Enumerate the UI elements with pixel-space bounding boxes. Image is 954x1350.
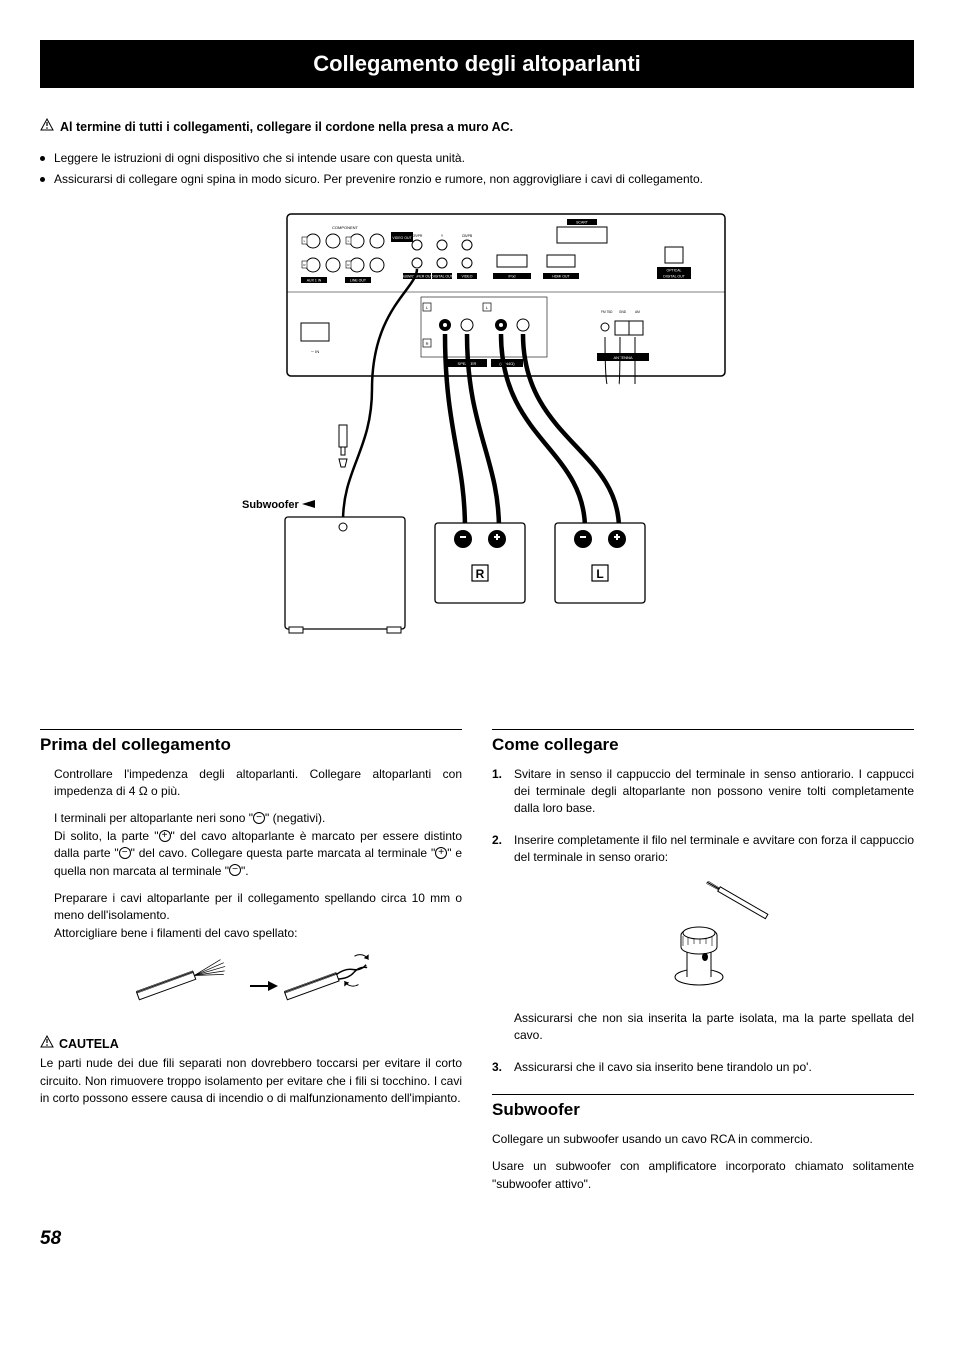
subwoofer-p1: Collegare un subwoofer usando un cavo RC… — [492, 1131, 914, 1148]
wire-strip-illustration — [54, 954, 462, 1019]
svg-text:VIDEO OUT: VIDEO OUT — [392, 236, 412, 240]
step-item: 2. Inserire completamente il filo nel te… — [492, 832, 914, 1045]
svg-text:R: R — [426, 341, 429, 346]
svg-text:COMPONENT: COMPONENT — [332, 225, 359, 230]
step-item: 1. Svitare in senso il cappuccio del ter… — [492, 766, 914, 818]
svg-text:FM 75Ω: FM 75Ω — [601, 310, 613, 314]
svg-text:DIGITAL OUT: DIGITAL OUT — [431, 274, 453, 278]
minus-icon: − — [229, 864, 241, 876]
prima-p1: Controllare l'impedenza degli altoparlan… — [54, 766, 462, 801]
page-number: 58 — [40, 1225, 914, 1253]
intro-warning-line: Al termine di tutti i collegamenti, coll… — [40, 118, 914, 136]
prima-p4: Preparare i cavi altoparlante per il col… — [54, 890, 462, 942]
svg-text:OPTICAL: OPTICAL — [667, 268, 682, 272]
svg-text:SCART: SCART — [576, 220, 589, 224]
svg-text:ANTENNA: ANTENNA — [613, 355, 632, 360]
svg-text:Subwoofer: Subwoofer — [242, 499, 300, 511]
warning-icon — [40, 1035, 54, 1053]
svg-text:HDMI OUT: HDMI OUT — [552, 274, 570, 278]
svg-text:SUBWOOFER OUT: SUBWOOFER OUT — [401, 274, 433, 278]
intro-bullet: Assicurarsi di collegare ogni spina in m… — [40, 171, 914, 188]
cautela-body: Le parti nude dei due fili separati non … — [40, 1055, 462, 1107]
plus-icon: + — [435, 847, 447, 859]
left-column: Prima del collegamento Controllare l'imp… — [40, 729, 462, 1203]
svg-text:DIGITAL OUT: DIGITAL OUT — [663, 274, 685, 278]
step-number: 3. — [492, 1059, 502, 1076]
page-title-text: Collegamento degli altoparlanti — [313, 51, 641, 76]
warning-icon — [40, 118, 54, 136]
connection-diagram: COMPONENT L L R R VIDEO OUT AUX 1 IN LIN… — [40, 209, 914, 694]
steps-list: 1. Svitare in senso il cappuccio del ter… — [492, 766, 914, 1077]
subwoofer-p2: Usare un subwoofer con amplificatore inc… — [492, 1158, 914, 1193]
svg-text:L: L — [596, 567, 603, 581]
terminal-illustration — [514, 881, 914, 996]
step-number: 1. — [492, 766, 502, 783]
svg-text:iPod: iPod — [508, 274, 515, 278]
svg-text:AUX 1 IN: AUX 1 IN — [307, 278, 322, 282]
heading-come: Come collegare — [492, 729, 914, 758]
svg-text:AM: AM — [635, 310, 640, 314]
svg-text:GND: GND — [619, 310, 627, 314]
heading-subwoofer: Subwoofer — [492, 1094, 914, 1123]
cautela-heading: CAUTELA — [40, 1035, 462, 1053]
cautela-label: CAUTELA — [59, 1035, 119, 1053]
intro-bold-text: Al termine di tutti i collegamenti, coll… — [60, 118, 513, 136]
svg-text:LINE OUT: LINE OUT — [350, 278, 367, 282]
minus-icon: − — [253, 812, 265, 824]
intro-bullet: Leggere le istruzioni di ogni dispositiv… — [40, 150, 914, 167]
heading-prima: Prima del collegamento — [40, 729, 462, 758]
step-number: 2. — [492, 832, 502, 849]
minus-icon: − — [119, 847, 131, 859]
svg-text:R: R — [476, 567, 485, 581]
plus-icon: + — [159, 830, 171, 842]
page-title-bar: Collegamento degli altoparlanti — [40, 40, 914, 88]
svg-text:CB/PB: CB/PB — [462, 234, 473, 238]
prima-p2: I terminali per altoparlante neri sono "… — [54, 810, 462, 880]
content-columns: Prima del collegamento Controllare l'imp… — [40, 729, 914, 1203]
right-column: Come collegare 1. Svitare in senso il ca… — [492, 729, 914, 1203]
intro-bullet-list: Leggere le istruzioni di ogni dispositiv… — [40, 150, 914, 189]
step-item: 3. Assicurarsi che il cavo sia inserito … — [492, 1059, 914, 1076]
svg-text:VIDEO: VIDEO — [462, 274, 473, 278]
svg-text:CR/PR: CR/PR — [412, 234, 423, 238]
diagram-svg: COMPONENT L L R R VIDEO OUT AUX 1 IN LIN… — [167, 209, 787, 689]
svg-text:Y: Y — [441, 234, 444, 238]
svg-text:∼ IN: ∼ IN — [311, 349, 320, 354]
